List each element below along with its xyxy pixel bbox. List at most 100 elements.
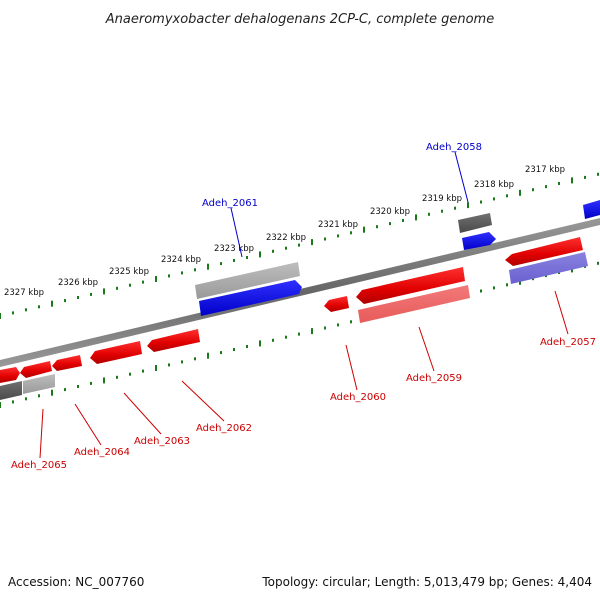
gene-adeh-2059-feature (358, 285, 470, 323)
lower-scale-tick (207, 352, 209, 359)
gene-label-adeh-2063: Adeh_2063 (134, 436, 190, 447)
gene-adeh-2057-cds (505, 237, 583, 266)
scale-tick-label: 2322 kbp (266, 233, 306, 243)
upper-scale-tick (454, 206, 456, 210)
upper-scale-tick (402, 219, 404, 222)
lower-scale-tick (142, 369, 144, 373)
upper-scale-tick (532, 188, 534, 192)
lower-scale-tick (103, 377, 105, 384)
genome-summary-text: Topology: circular; Length: 5,013,479 bp… (261, 575, 592, 589)
lower-scale-tick (168, 363, 170, 367)
upper-scale-tick (480, 200, 482, 204)
lower-scale-tick (129, 372, 131, 376)
gene-adeh-2064-cds (20, 361, 52, 378)
lower-scale-tick (493, 286, 495, 290)
lower-scale-tick (194, 357, 196, 361)
lower-scale-tick (51, 389, 53, 396)
upper-scale-tick (376, 225, 378, 229)
lower-scale-tick (298, 332, 300, 336)
upper-scale-tick (272, 249, 274, 253)
lower-scale-tick (233, 348, 235, 351)
upper-scale-tick (285, 246, 287, 250)
scale-tick-label: 2323 kbp (214, 244, 254, 254)
upper-scale-tick (597, 172, 599, 176)
gene-labels: Adeh_2065 Adeh_2064 Adeh_2063 Adeh_2062 … (11, 142, 596, 471)
upper-scale-tick (38, 305, 40, 309)
upper-scale-tick (545, 185, 547, 189)
lower-scale-tick (77, 385, 79, 388)
genome-title: Anaeromyxobacter dehalogenans 2CP-C, com… (105, 12, 494, 27)
leader-adeh-2062 (181, 380, 225, 422)
upper-scale-tick (337, 234, 339, 238)
lower-scale-tick (272, 338, 274, 342)
scale-tick-labels: 2327 kbp 2326 kbp 2325 kbp 2324 kbp 2323 kbp… (4, 165, 565, 298)
upper-scale-tick (558, 182, 560, 185)
lower-scale-tick (155, 365, 157, 371)
gene-label-adeh-2062: Adeh_2062 (196, 423, 252, 434)
scale-tick-label: 2318 kbp (474, 180, 514, 190)
lower-scale-tick (285, 335, 287, 339)
gene-adeh-2058-feature (458, 213, 492, 233)
lower-scale-tick (246, 345, 248, 348)
scale-tick-label: 2317 kbp (525, 165, 565, 175)
leader-adeh-2064 (74, 403, 102, 446)
upper-scale-tick (584, 175, 586, 179)
upper-scale-tick (389, 222, 391, 226)
gene-label-adeh-2061: Adeh_2061 (202, 198, 258, 209)
upper-scale-tick (90, 292, 92, 296)
scale-tick-label: 2327 kbp (4, 288, 44, 298)
scale-tick-label: 2320 kbp (370, 207, 410, 217)
gene-label-adeh-2060: Adeh_2060 (330, 392, 386, 403)
upper-scale-tick (246, 256, 248, 259)
upper-scale-tick (142, 280, 144, 284)
upper-scale-tick (363, 226, 365, 233)
scale-tick-label: 2319 kbp (422, 194, 462, 204)
lower-scale-tick (480, 289, 482, 293)
upper-scale-tick (493, 197, 495, 201)
scale-tick-label: 2321 kbp (318, 220, 358, 230)
lower-scale-tick (25, 397, 27, 401)
upper-scale-tick (116, 286, 118, 290)
upper-scale-tick (571, 177, 573, 184)
leader-adeh-2058 (454, 151, 469, 203)
gene-adeh-2057-feature (509, 252, 588, 284)
scale-tick-label: 2326 kbp (58, 278, 98, 288)
upper-scale-tick (519, 189, 521, 196)
leader-adeh-2059 (418, 326, 435, 372)
upper-scale-tick (181, 271, 183, 275)
gene-label-adeh-2057: Adeh_2057 (540, 337, 596, 348)
upper-scale-tick (194, 268, 196, 272)
upper-scale-tick (311, 239, 313, 246)
gene-adeh-2065-cds (0, 367, 20, 383)
lower-scale-tick (259, 340, 261, 347)
upper-scale-tick (77, 296, 79, 299)
gene-adeh-2063-cds (52, 355, 82, 371)
leader-adeh-2060 (345, 344, 358, 391)
upper-scale-tick (0, 313, 1, 319)
upper-scale-tick (506, 194, 508, 198)
upper-scale-tick (129, 283, 131, 287)
lower-scale-tick (90, 381, 92, 385)
lower-scale-tick (324, 326, 326, 330)
gene-label-adeh-2058: Adeh_2058 (426, 142, 482, 153)
leader-adeh-2063 (123, 392, 162, 435)
lower-scale-tick (38, 394, 40, 398)
upper-scale-tick (415, 214, 417, 221)
accession-text: Accession: NC_007760 (8, 575, 144, 589)
gene-adeh-2064-feature (23, 374, 55, 394)
lower-scale-tick (350, 320, 352, 324)
gene-label-adeh-2059: Adeh_2059 (406, 373, 462, 384)
scale-tick-label: 2324 kbp (161, 255, 201, 265)
gene-edge-cds (583, 200, 600, 219)
lower-scale-tick (220, 351, 222, 355)
lower-scale-tick (311, 328, 313, 335)
upper-scale-tick (441, 209, 443, 213)
gene-label-adeh-2064: Adeh_2064 (74, 447, 130, 458)
label-leader-lines (39, 151, 569, 459)
leader-adeh-2061 (230, 207, 243, 258)
upper-scale-tick (324, 237, 326, 241)
lower-scale-tick (0, 402, 1, 408)
upper-scale-tick (168, 274, 170, 278)
upper-scale-tick (64, 299, 66, 303)
